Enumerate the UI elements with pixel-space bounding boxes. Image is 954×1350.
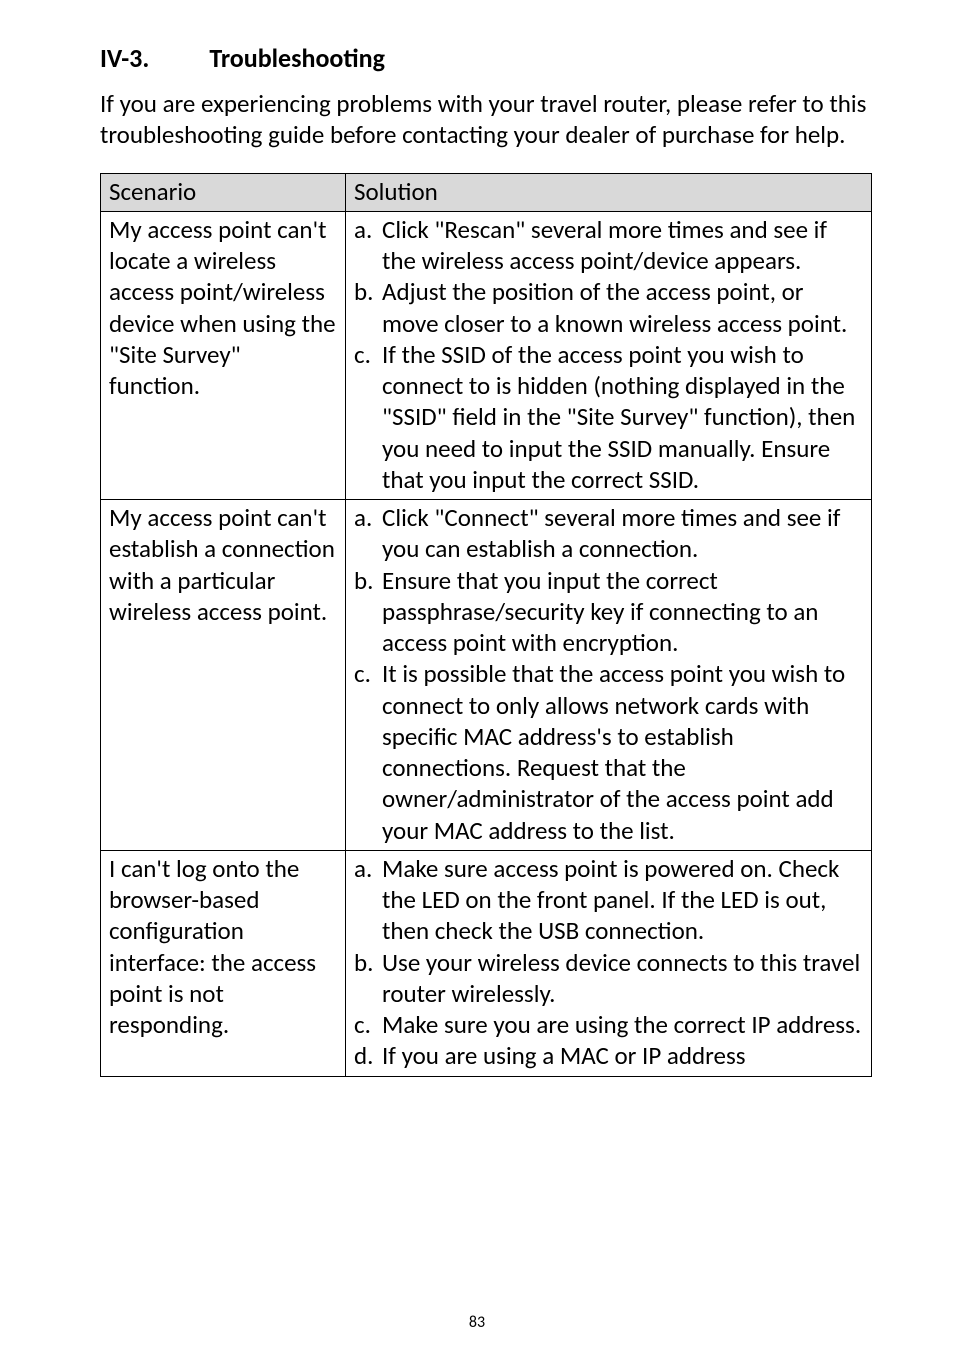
list-marker: c. <box>354 658 382 846</box>
list-marker: b. <box>354 565 382 659</box>
list-text: Make sure you are using the correct IP a… <box>382 1009 863 1040</box>
page-number: 83 <box>0 1313 954 1332</box>
solution-cell: a.Click "Connect" several more times and… <box>346 500 872 851</box>
list-item: c.Make sure you are using the correct IP… <box>354 1009 863 1040</box>
list-item: d.If you are using a MAC or IP address <box>354 1040 863 1071</box>
table-row: My access point can't establish a connec… <box>101 500 872 851</box>
solution-cell: a.Make sure access point is powered on. … <box>346 850 872 1076</box>
list-marker: c. <box>354 1009 382 1040</box>
list-item: b.Ensure that you input the correct pass… <box>354 565 863 659</box>
list-text: If you are using a MAC or IP address <box>382 1040 863 1071</box>
list-text: If the SSID of the access point you wish… <box>382 339 863 495</box>
table-header-row: Scenario Solution <box>101 173 872 211</box>
list-marker: a. <box>354 853 382 947</box>
list-item: a.Make sure access point is powered on. … <box>354 853 863 947</box>
list-text: Make sure access point is powered on. Ch… <box>382 853 863 947</box>
scenario-cell: My access point can't locate a wireless … <box>101 211 346 499</box>
section-title: Troubleshooting <box>209 42 385 74</box>
list-item: a.Click "Rescan" several more times and … <box>354 214 863 277</box>
intro-paragraph: If you are experiencing problems with yo… <box>100 88 872 151</box>
solution-list: a.Make sure access point is powered on. … <box>354 853 863 1072</box>
list-item: a.Click "Connect" several more times and… <box>354 502 863 565</box>
list-text: It is possible that the access point you… <box>382 658 863 846</box>
list-text: Click "Rescan" several more times and se… <box>382 214 863 277</box>
list-marker: b. <box>354 276 382 339</box>
table-row: I can't log onto the browser-based confi… <box>101 850 872 1076</box>
troubleshooting-table: Scenario Solution My access point can't … <box>100 173 872 1077</box>
list-marker: d. <box>354 1040 382 1071</box>
list-marker: a. <box>354 214 382 277</box>
list-item: c.If the SSID of the access point you wi… <box>354 339 863 495</box>
list-marker: a. <box>354 502 382 565</box>
solution-list: a.Click "Rescan" several more times and … <box>354 214 863 495</box>
list-text: Click "Connect" several more times and s… <box>382 502 863 565</box>
list-text: Adjust the position of the access point,… <box>382 276 863 339</box>
list-item: c.It is possible that the access point y… <box>354 658 863 846</box>
col-header-scenario: Scenario <box>101 173 346 211</box>
list-text: Use your wireless device connects to thi… <box>382 947 863 1010</box>
list-item: b.Adjust the position of the access poin… <box>354 276 863 339</box>
scenario-cell: My access point can't establish a connec… <box>101 500 346 851</box>
section-number: IV-3. <box>100 42 149 74</box>
solution-list: a.Click "Connect" several more times and… <box>354 502 863 846</box>
scenario-cell: I can't log onto the browser-based confi… <box>101 850 346 1076</box>
list-text: Ensure that you input the correct passph… <box>382 565 863 659</box>
list-item: b.Use your wireless device connects to t… <box>354 947 863 1010</box>
col-header-solution: Solution <box>346 173 872 211</box>
table-row: My access point can't locate a wireless … <box>101 211 872 499</box>
list-marker: c. <box>354 339 382 495</box>
page: IV-3. Troubleshooting If you are experien… <box>0 0 954 1350</box>
section-heading: IV-3. Troubleshooting <box>100 42 872 74</box>
solution-cell: a.Click "Rescan" several more times and … <box>346 211 872 499</box>
list-marker: b. <box>354 947 382 1010</box>
